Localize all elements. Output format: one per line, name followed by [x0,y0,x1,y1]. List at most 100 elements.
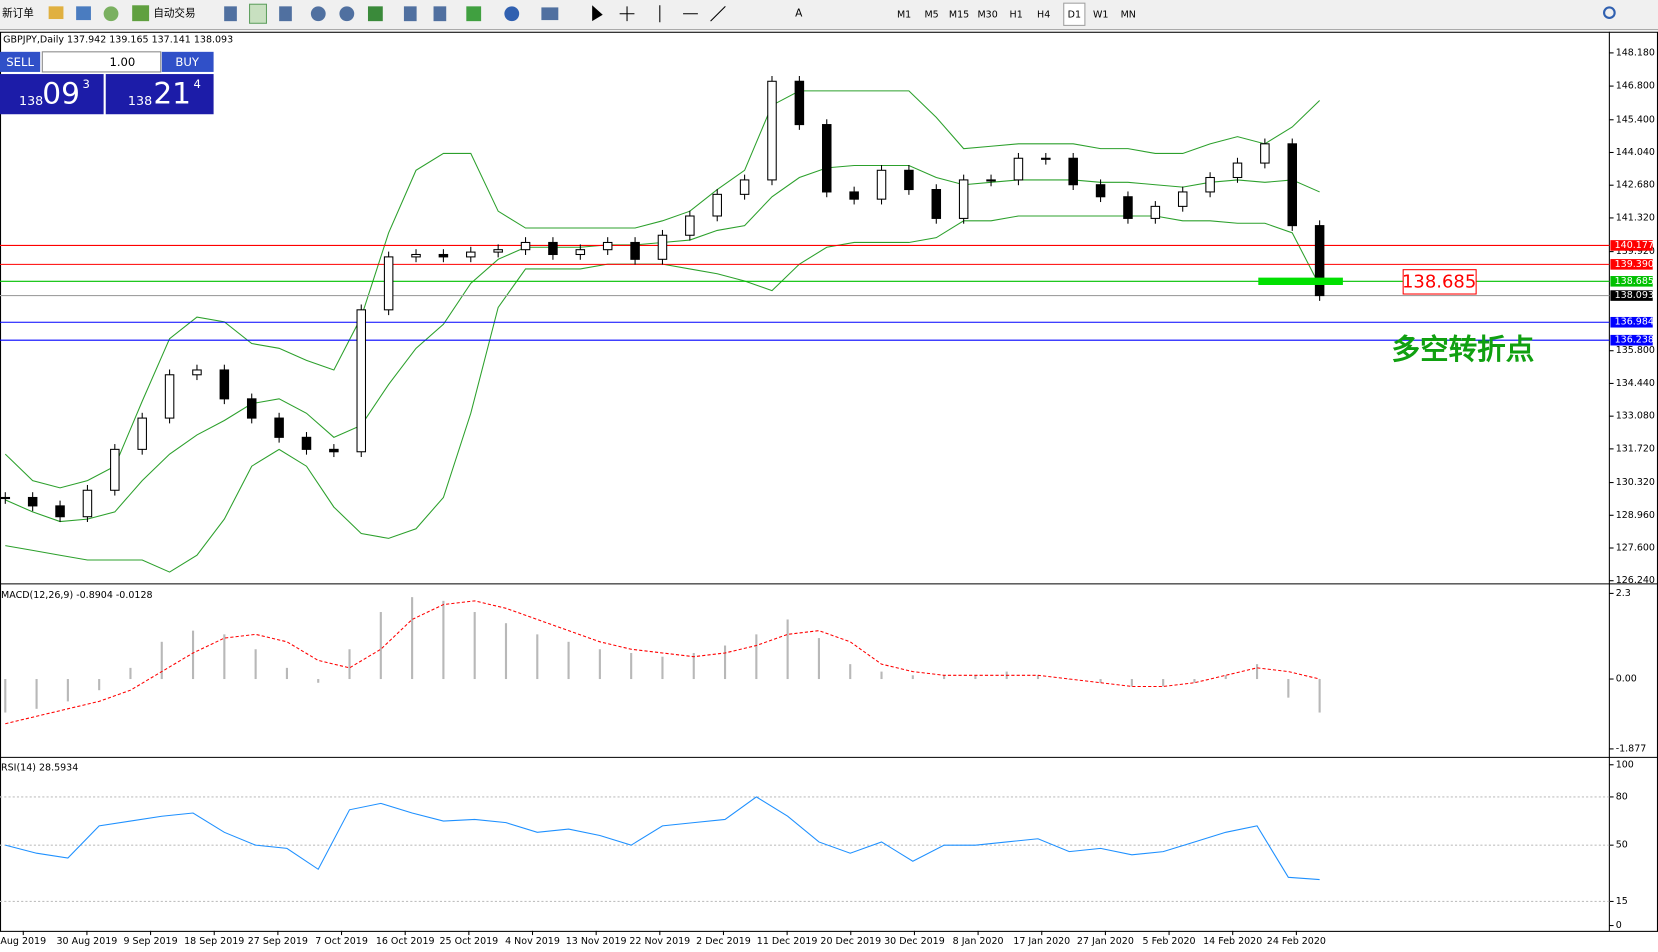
x-tick-label: Aug 2019 [0,936,46,947]
y-tick-label: 127.600 [1616,543,1655,554]
candle [1095,184,1106,198]
icon[interactable] [310,6,326,22]
macd-bar [473,612,476,680]
y-tick-label: 134.440 [1616,378,1655,389]
search-icon[interactable] [1603,6,1616,20]
timeframe-button[interactable]: MN [1121,9,1136,20]
candle [219,369,230,400]
icon[interactable] [403,6,417,22]
x-tick-label: 18 Sep 2019 [184,936,244,947]
x-tick-label: 27 Sep 2019 [248,936,308,947]
candle [137,417,147,450]
auto-trading-icon[interactable] [132,5,150,22]
timeframe-button[interactable]: D1 [1068,9,1081,20]
icon[interactable] [659,5,726,23]
macd-bar [411,597,414,680]
timeframe-button[interactable]: H4 [1037,9,1050,20]
rsi-line [5,796,1320,881]
candle [712,193,722,217]
x-tick-label: 7 Oct 2019 [315,936,368,947]
icon[interactable] [48,6,64,20]
y-tick-label: 2.3 [1616,588,1631,599]
buy-button[interactable] [161,51,214,72]
text-tool[interactable]: A [795,8,803,20]
icon[interactable] [592,5,603,22]
timeframes: M1 M5 M15 M30 H1 H4 D1 W1 MN [897,9,1136,20]
auto-trading-button[interactable]: 自动交易 [153,7,195,20]
annotation-note: 多空转折点 [1392,332,1535,366]
icon[interactable] [103,6,119,22]
icon[interactable] [504,6,520,22]
sell-button[interactable] [0,51,41,72]
macd-bar [911,675,914,680]
icon[interactable] [76,6,91,21]
buy-label[interactable]: BUY [175,55,199,69]
timeframe-button[interactable]: M30 [977,9,997,20]
candle [931,189,942,219]
macd-bar [35,679,38,709]
y-tick-label: 139.920 [1616,246,1655,257]
bid-box[interactable] [0,74,104,115]
level-label: 138.685 [1615,276,1654,287]
candle [1150,205,1161,219]
timeframe-button[interactable]: W1 [1093,9,1108,20]
x-tick-label: 20 Dec 2019 [820,936,881,947]
bid-pips: 09 [42,77,80,111]
lot-value[interactable]: 1.00 [109,55,135,69]
candle [986,179,996,182]
lot-input[interactable] [41,51,162,73]
chart-frame [0,31,1658,932]
timeframe-button[interactable]: M1 [897,9,911,20]
icon[interactable] [433,6,447,22]
icon[interactable] [367,6,383,22]
macd-bar [254,649,257,680]
y-tick-label: 141.320 [1616,212,1655,223]
y-tick-label: 0.00 [1616,674,1637,685]
tool-icons[interactable]: A [224,3,803,24]
macd-bar [317,679,320,683]
level-label: 136.238 [1615,335,1654,346]
candle [1041,157,1051,160]
timeframe-button[interactable]: M15 [949,9,969,20]
macd-bar [1318,679,1321,713]
ask-point: 4 [194,77,201,91]
macd-bar [98,679,101,691]
plot: 148.180 146.800 145.400 144.040 142.680 141.3… [0,47,1655,947]
icon[interactable] [466,6,482,22]
new-order-button[interactable]: 新订单 [2,7,34,20]
timeframe-button[interactable]: H1 [1010,9,1023,20]
macd-bar [285,667,288,680]
icon[interactable] [339,6,355,22]
macd-bar [1224,675,1227,680]
icon[interactable] [249,3,267,24]
macd-bar [223,634,226,680]
icon[interactable] [619,6,635,22]
candle [1068,157,1078,186]
macd-bar [1193,679,1196,683]
symbol-info: GBPJPY,Daily 137.942 139.165 137.141 138… [3,35,233,46]
macd-bar [630,652,633,680]
candle [958,179,969,219]
bid-big: 138 [19,93,43,108]
y-tick-label: 15 [1616,896,1628,907]
macd-bar [191,630,195,680]
macd-bar [160,641,163,680]
icon[interactable] [224,6,237,22]
icon[interactable] [541,7,559,21]
level-label: 138.093 [1615,290,1654,301]
ask-box[interactable] [105,74,214,115]
candle [575,249,586,256]
active-timeframe [1063,2,1086,26]
icon[interactable] [279,6,292,22]
macd-bar [504,623,508,680]
sell-label[interactable]: SELL [6,55,34,69]
candle [411,253,421,258]
bid-point: 3 [82,77,89,91]
timeframe-button[interactable]: M5 [924,9,938,20]
x-tick-label: 8 Jan 2020 [953,936,1004,947]
candle [1287,143,1298,227]
macd-bar [755,634,758,680]
y-tick-label: 100 [1616,759,1634,770]
ask-pips: 21 [153,77,191,111]
candle [548,241,558,256]
